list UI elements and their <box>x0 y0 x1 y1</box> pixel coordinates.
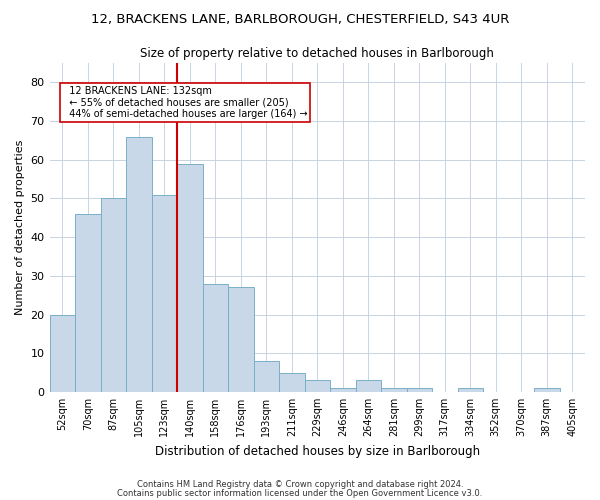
Bar <box>458 388 483 392</box>
Bar <box>50 314 75 392</box>
Text: Contains HM Land Registry data © Crown copyright and database right 2024.: Contains HM Land Registry data © Crown c… <box>137 480 463 489</box>
Bar <box>305 380 330 392</box>
Text: Contains public sector information licensed under the Open Government Licence v3: Contains public sector information licen… <box>118 489 482 498</box>
Bar <box>177 164 203 392</box>
Bar <box>254 361 279 392</box>
Y-axis label: Number of detached properties: Number of detached properties <box>15 140 25 315</box>
Bar <box>228 288 254 392</box>
Bar <box>279 372 305 392</box>
Bar <box>534 388 560 392</box>
Bar <box>330 388 356 392</box>
Text: 12 BRACKENS LANE: 132sqm
  ← 55% of detached houses are smaller (205)
  44% of s: 12 BRACKENS LANE: 132sqm ← 55% of detach… <box>62 86 307 120</box>
Title: Size of property relative to detached houses in Barlborough: Size of property relative to detached ho… <box>140 48 494 60</box>
Text: 12, BRACKENS LANE, BARLBOROUGH, CHESTERFIELD, S43 4UR: 12, BRACKENS LANE, BARLBOROUGH, CHESTERF… <box>91 12 509 26</box>
Bar <box>203 284 228 392</box>
Bar <box>356 380 381 392</box>
Bar <box>75 214 101 392</box>
Bar <box>381 388 407 392</box>
Bar <box>407 388 432 392</box>
Bar <box>152 194 177 392</box>
Bar <box>126 136 152 392</box>
X-axis label: Distribution of detached houses by size in Barlborough: Distribution of detached houses by size … <box>155 444 480 458</box>
Bar <box>101 198 126 392</box>
